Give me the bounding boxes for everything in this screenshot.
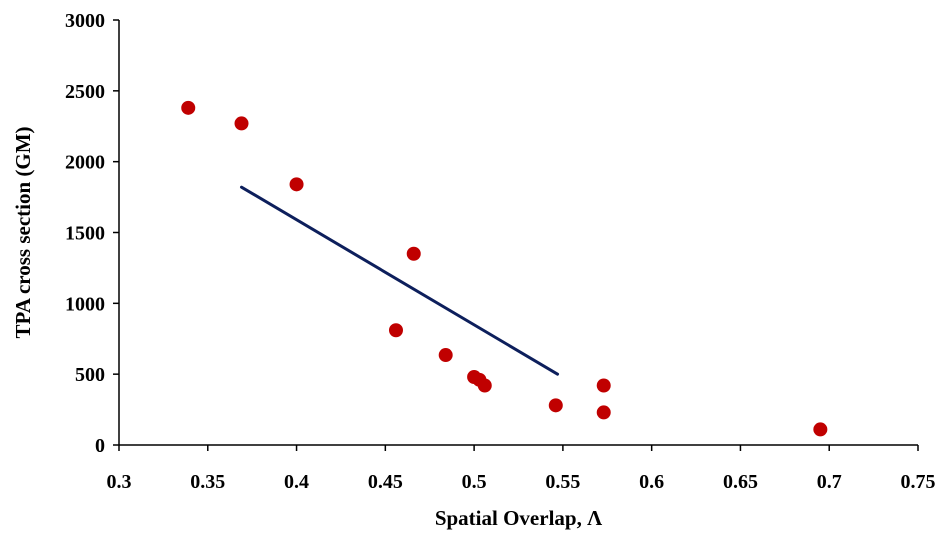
data-point <box>596 405 611 420</box>
y-tick-label: 500 <box>75 364 105 386</box>
x-tick-label: 0.3 <box>107 471 132 493</box>
y-tick-label: 1000 <box>65 293 105 315</box>
data-point <box>548 398 563 413</box>
data-point <box>438 348 453 363</box>
x-tick-label: 0.75 <box>901 471 936 493</box>
x-tick-label: 0.45 <box>368 471 403 493</box>
data-point <box>181 100 196 115</box>
y-tick-label: 1500 <box>65 223 105 245</box>
y-tick-label: 0 <box>95 435 105 457</box>
plot-marks <box>181 100 828 437</box>
trendline <box>240 185 560 376</box>
data-point <box>234 116 249 131</box>
x-tick-label: 0.6 <box>639 471 664 493</box>
x-tick-label: 0.55 <box>545 471 580 493</box>
y-tick-label: 2000 <box>65 152 105 174</box>
x-tick-label: 0.5 <box>462 471 487 493</box>
y-tick-label: 2500 <box>65 81 105 103</box>
data-point <box>289 177 304 192</box>
x-axis-ticks: 0.3 0.35 0.4 0.45 0.5 0.55 0.6 0.65 0.7 0.75 <box>107 445 936 493</box>
x-tick-label: 0.4 <box>284 471 309 493</box>
y-axis-title: TPA cross section (GM) <box>11 126 35 338</box>
data-point <box>596 378 611 393</box>
data-point <box>477 378 492 393</box>
y-axis-ticks: 0 500 1000 1500 2000 2500 3000 <box>65 10 119 457</box>
data-point <box>813 422 828 437</box>
data-point <box>388 323 403 338</box>
x-tick-label: 0.35 <box>190 471 225 493</box>
y-tick-label: 3000 <box>65 10 105 32</box>
x-tick-label: 0.7 <box>817 471 842 493</box>
data-point <box>406 246 421 261</box>
x-axis-title: Spatial Overlap, Λ <box>435 506 602 530</box>
x-tick-label: 0.65 <box>723 471 758 493</box>
